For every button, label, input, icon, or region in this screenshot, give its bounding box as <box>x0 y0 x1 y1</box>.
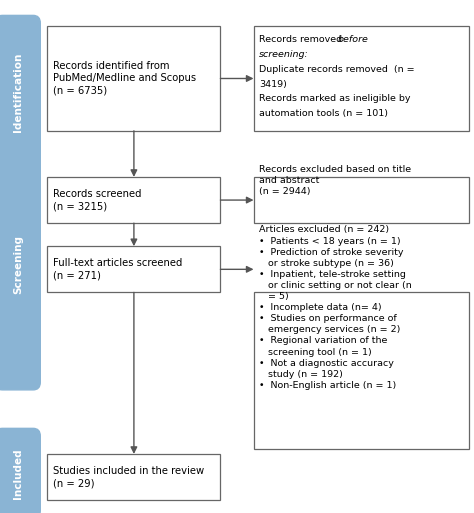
FancyBboxPatch shape <box>254 26 469 131</box>
Text: Duplicate records removed  (n =: Duplicate records removed (n = <box>259 65 415 74</box>
Text: Identification: Identification <box>13 53 23 132</box>
Text: Full-text articles screened
(n = 271): Full-text articles screened (n = 271) <box>53 258 182 281</box>
Text: Studies included in the review
(n = 29): Studies included in the review (n = 29) <box>53 466 204 488</box>
Text: 3419): 3419) <box>259 80 287 89</box>
FancyBboxPatch shape <box>47 177 220 223</box>
Text: Included: Included <box>13 448 23 499</box>
Text: Records removed: Records removed <box>259 35 346 44</box>
FancyBboxPatch shape <box>47 454 220 500</box>
Text: Screening: Screening <box>13 234 23 294</box>
Text: Records excluded based on title
and abstract
(n = 2944): Records excluded based on title and abst… <box>259 165 411 196</box>
Text: screening:: screening: <box>259 50 309 59</box>
FancyBboxPatch shape <box>0 139 40 390</box>
Text: Records identified from
PubMed/Medline and Scopus
(n = 6735): Records identified from PubMed/Medline a… <box>53 61 196 95</box>
FancyBboxPatch shape <box>0 15 40 162</box>
FancyBboxPatch shape <box>254 292 469 449</box>
Text: automation tools (n = 101): automation tools (n = 101) <box>259 109 388 119</box>
FancyBboxPatch shape <box>47 246 220 292</box>
FancyBboxPatch shape <box>254 177 469 223</box>
Text: Records marked as ineligible by: Records marked as ineligible by <box>259 94 411 104</box>
FancyBboxPatch shape <box>0 428 40 513</box>
Text: before: before <box>337 35 368 44</box>
Text: Articles excluded (n = 242)
•  Patients < 18 years (n = 1)
•  Prediction of stro: Articles excluded (n = 242) • Patients <… <box>259 226 412 390</box>
Text: Records screened
(n = 3215): Records screened (n = 3215) <box>53 189 142 211</box>
FancyBboxPatch shape <box>47 26 220 131</box>
